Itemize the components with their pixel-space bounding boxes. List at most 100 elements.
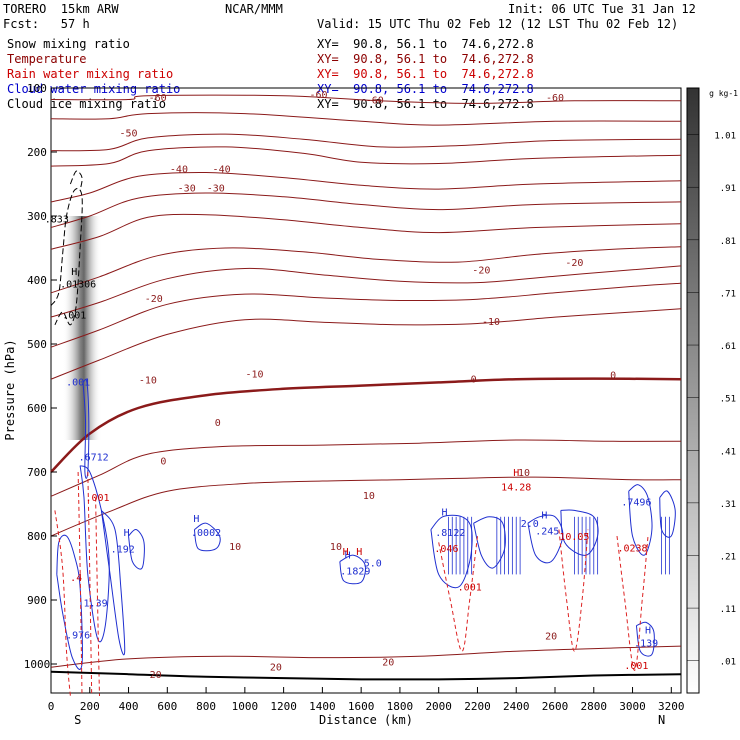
temperature-label: -60 xyxy=(309,90,327,101)
header-init: Init: 06 UTC Tue 31 Jan 12 xyxy=(508,2,696,16)
cloud-water-contour xyxy=(56,534,83,670)
cloud-ice-shading xyxy=(62,216,102,440)
colorbar-label: 1.01 xyxy=(714,132,736,142)
x-tick-label: 1000 xyxy=(232,700,259,713)
cloud-water-label: H xyxy=(124,528,130,539)
colorbar-fill xyxy=(686,87,700,694)
temperature-label: 10 xyxy=(330,542,342,553)
temperature-contour xyxy=(50,146,682,167)
temperature-contour xyxy=(50,439,682,497)
cloud-water-label: .001 xyxy=(66,378,90,389)
temperature-label: -60 xyxy=(366,95,384,106)
cloud-water-contour xyxy=(128,529,145,570)
x-tick-label: 2200 xyxy=(464,700,491,713)
temperature-label: 0 xyxy=(471,374,477,385)
temperature-contour xyxy=(50,246,682,294)
rain-water-contour xyxy=(77,471,83,697)
temperature-contours xyxy=(50,94,682,668)
cloud-water-contour xyxy=(100,510,126,656)
temperature-label: -60 xyxy=(546,93,564,104)
temperature-contour xyxy=(50,282,682,348)
endpoint-label: S xyxy=(74,713,81,727)
x-tick-label: 2000 xyxy=(425,700,452,713)
contour-labels: -60 -60 -60 -60 -50 -40 -40 -30 -30 -20 -20 -20 -10 -… xyxy=(45,90,658,681)
rain-water-label: .4 xyxy=(70,573,82,584)
cloud-water-contour xyxy=(193,522,221,552)
snow-label: .001 xyxy=(62,310,86,321)
cloud-water-label: .139 xyxy=(634,639,658,650)
cloud-water-label: H xyxy=(193,514,199,525)
cloud-water-contour xyxy=(659,490,676,538)
ground-surface xyxy=(50,670,682,681)
temperature-label: -10 xyxy=(246,369,264,380)
x-axis-label: Distance (km) xyxy=(319,713,413,727)
cloud-water-label: .0002 xyxy=(191,528,221,539)
y-axis: 100 200 300 400 500 600 700 800 900 1000 xyxy=(24,82,57,671)
y-tick-label: 700 xyxy=(27,466,47,479)
x-tick-label: 2800 xyxy=(581,700,608,713)
field-xy-rain: XY= 90.8, 56.1 to 74.6,272.8 xyxy=(317,67,534,81)
temperature-contour xyxy=(50,265,682,318)
cloud-water-label: .192 xyxy=(111,545,135,556)
rain-water-label: 10.05 xyxy=(559,532,589,543)
cloud-water-label: .7496 xyxy=(621,497,651,508)
temperature-label: 20 xyxy=(150,670,162,681)
y-axis-label: Pressure (hPa) xyxy=(3,339,17,440)
temperature-label: 10 xyxy=(518,468,530,479)
field-xy-cloud-water: XY= 90.8, 56.1 to 74.6,272.8 xyxy=(317,82,534,96)
colorbar-label: .31 xyxy=(720,500,736,510)
cloud-water-contour xyxy=(79,465,110,643)
temperature-label: -20 xyxy=(472,266,490,277)
temperature-label: -30 xyxy=(207,184,225,195)
x-axis: 0 200 400 600 800 1000 1200 1400 1600 1800 2000 220… xyxy=(48,687,685,727)
cloud-water-label: H xyxy=(441,508,447,519)
rain-water-label: .001 xyxy=(85,493,109,504)
x-tick-label: 1200 xyxy=(270,700,297,713)
x-tick-label: 800 xyxy=(196,700,216,713)
temperature-contour xyxy=(50,213,682,250)
colorbar-label: .11 xyxy=(720,605,736,615)
header-model: TORERO 15km ARW xyxy=(3,2,119,16)
cloud-water-label: H xyxy=(645,625,651,636)
y-tick-label: 900 xyxy=(27,594,47,607)
plot-area xyxy=(50,87,682,694)
y-tick-label: 300 xyxy=(27,210,47,223)
y-tick-label: 500 xyxy=(27,338,47,351)
colorbar-label: .51 xyxy=(720,395,736,405)
colorbar-label: .61 xyxy=(720,342,736,352)
temperature-label: 10 xyxy=(363,491,375,502)
cloud-water-label: .6712 xyxy=(79,452,109,463)
y-tick-label: 200 xyxy=(27,146,47,159)
rain-water-label: H xyxy=(343,547,349,558)
cloud-water-contour xyxy=(635,621,655,657)
field-name-temperature: Temperature xyxy=(7,52,87,66)
colorbar-label: .21 xyxy=(720,552,736,562)
colorbar-unit: g kg-1 xyxy=(709,89,738,98)
rain-water-label: .0238 xyxy=(617,543,647,554)
rain-water-label: .001 xyxy=(624,661,648,672)
snow-contours xyxy=(50,170,83,326)
temperature-contour xyxy=(50,476,682,537)
x-tick-label: 1600 xyxy=(348,700,375,713)
rain-water-contour xyxy=(616,535,649,671)
snow-label: .833 xyxy=(45,214,69,225)
field-name-snow: Snow mixing ratio xyxy=(7,37,130,51)
field-xy-snow: XY= 90.8, 56.1 to 74.6,272.8 xyxy=(317,37,534,51)
temperature-label: -40 xyxy=(213,164,231,175)
temperature-label: 20 xyxy=(545,632,557,643)
cloud-water-label: .1829 xyxy=(340,566,370,577)
temperature-label: -20 xyxy=(145,294,163,305)
snow-label: H xyxy=(71,267,77,278)
rain-water-contour xyxy=(558,529,589,652)
rain-water-contour xyxy=(95,497,100,697)
field-name-cloud-ice: Cloud ice mixing ratio xyxy=(7,97,166,111)
cloud-water-label: 1.39 xyxy=(84,598,108,609)
temperature-label: 20 xyxy=(382,657,394,668)
temperature-contour xyxy=(50,133,682,152)
rain-water-label: H xyxy=(513,468,519,479)
y-tick-label: 600 xyxy=(27,402,47,415)
x-tick-label: 1800 xyxy=(387,700,414,713)
rain-water-label: .046 xyxy=(434,544,458,555)
y-tick-label: 100 xyxy=(27,82,47,95)
colorbar: .01 .11 .21 .31 .41 .51 .61 .71 .81 .91 1.01 g kg-1 xyxy=(686,87,738,694)
